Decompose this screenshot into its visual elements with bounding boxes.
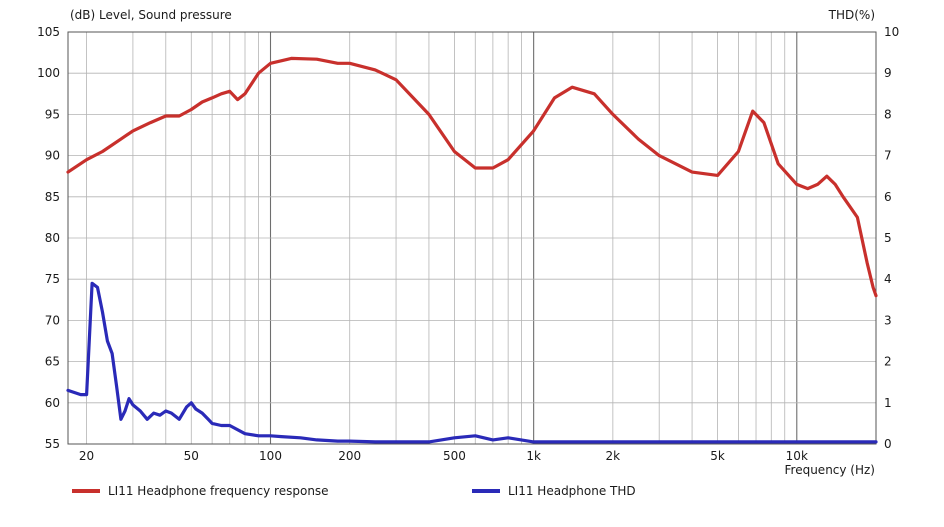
right-tick-label: 9 bbox=[884, 66, 892, 80]
x-tick-label: 100 bbox=[259, 449, 282, 463]
x-tick-label: 500 bbox=[443, 449, 466, 463]
left-tick-label: 90 bbox=[45, 149, 60, 163]
left-tick-label: 100 bbox=[37, 66, 60, 80]
x-tick-label: 2k bbox=[606, 449, 621, 463]
series-line-thd bbox=[66, 281, 878, 444]
legend-item-frequency-response: LI11 Headphone frequency response bbox=[72, 484, 329, 498]
x-tick-label: 20 bbox=[79, 449, 94, 463]
series-line-frequency-response bbox=[66, 56, 878, 298]
right-tick-label: 8 bbox=[884, 107, 892, 121]
right-tick-label: 2 bbox=[884, 355, 892, 369]
left-tick-label: 80 bbox=[45, 231, 60, 245]
plot-border bbox=[67, 31, 877, 445]
left-tick-label: 85 bbox=[45, 190, 60, 204]
right-tick-label: 7 bbox=[884, 149, 892, 163]
right-axis-ticks: 0 1 2 3 4 5 6 7 8 9 10 bbox=[884, 25, 899, 451]
left-axis-ticks: 55 60 65 70 75 80 85 90 95 100 105 bbox=[37, 25, 60, 451]
left-tick-label: 70 bbox=[45, 313, 60, 327]
x-tick-label: 5k bbox=[710, 449, 725, 463]
legend-item-thd: LI11 Headphone THD bbox=[472, 484, 636, 498]
left-axis-label: (dB) Level, Sound pressure bbox=[70, 8, 232, 22]
right-tick-label: 10 bbox=[884, 25, 899, 39]
left-tick-label: 105 bbox=[37, 25, 60, 39]
right-tick-label: 0 bbox=[884, 437, 892, 451]
left-tick-label: 60 bbox=[45, 396, 60, 410]
right-axis-label: THD(%) bbox=[828, 8, 875, 22]
right-tick-label: 3 bbox=[884, 313, 892, 327]
legend-label: LI11 Headphone frequency response bbox=[108, 484, 329, 498]
x-tick-label: 50 bbox=[184, 449, 199, 463]
x-axis-label: Frequency (Hz) bbox=[785, 463, 876, 477]
left-tick-label: 75 bbox=[45, 272, 60, 286]
right-tick-label: 4 bbox=[884, 272, 892, 286]
plot-frame bbox=[67, 31, 877, 445]
grid bbox=[68, 31, 877, 445]
x-tick-label: 10k bbox=[786, 449, 808, 463]
left-tick-label: 55 bbox=[45, 437, 60, 451]
series-layer bbox=[66, 56, 878, 444]
legend-swatch-red bbox=[72, 489, 100, 493]
legend-swatch-blue bbox=[472, 489, 500, 493]
legend-label: LI11 Headphone THD bbox=[508, 484, 636, 498]
right-tick-label: 1 bbox=[884, 396, 892, 410]
x-tick-label: 200 bbox=[338, 449, 361, 463]
x-tick-label: 1k bbox=[526, 449, 541, 463]
x-axis-ticks: 20 50 100 200 500 1k 2k 5k 10k bbox=[79, 449, 808, 463]
left-tick-label: 65 bbox=[45, 355, 60, 369]
right-tick-label: 6 bbox=[884, 190, 892, 204]
right-tick-label: 5 bbox=[884, 231, 892, 245]
left-tick-label: 95 bbox=[45, 107, 60, 121]
